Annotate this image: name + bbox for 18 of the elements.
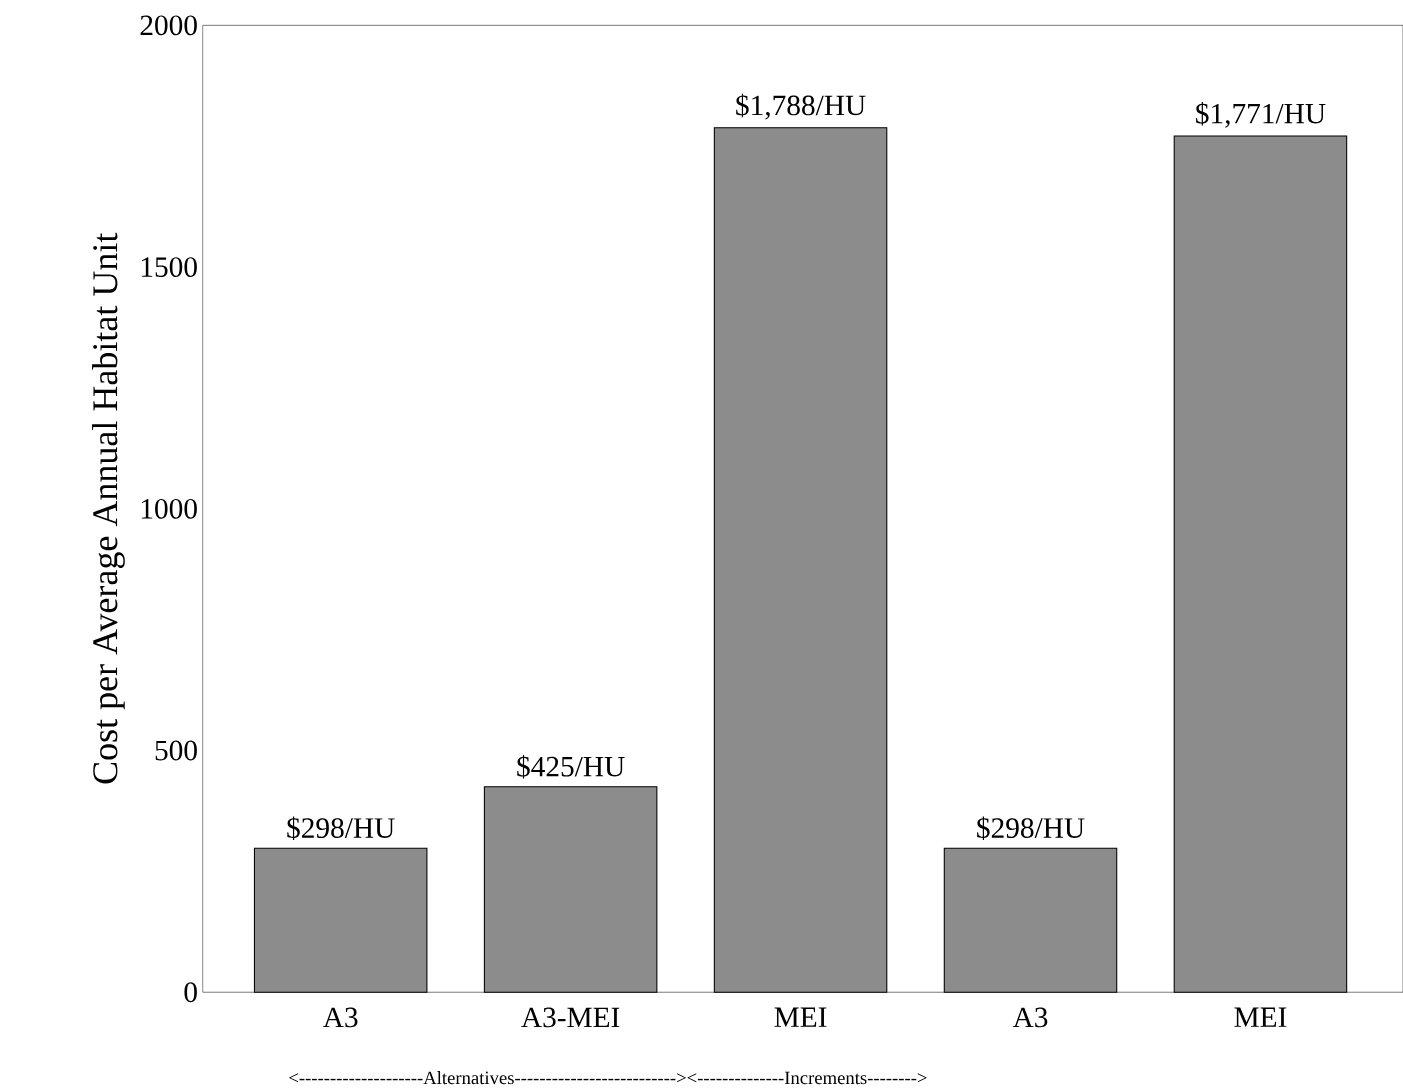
x-tick-label: A3-MEI [521, 1007, 620, 1028]
text: <--------------Increments--------> [687, 1071, 927, 1085]
data-label: $298/HU [977, 816, 1085, 840]
y-tick-label: 2000 [140, 15, 197, 36]
x-tick-label: MEI [774, 1007, 827, 1027]
y-tick-label: 500 [155, 740, 197, 761]
x-tick-label: A3 [323, 1007, 358, 1028]
y-axis-title: Cost per Average Annual Habitat Unit [92, 232, 125, 784]
x-tick-label: A3 [1012, 1007, 1048, 1028]
x-tick-label: MEI [1234, 1007, 1287, 1027]
text: <--------------------Alternatives--------------------------> [289, 1070, 686, 1085]
data-label: $1,771/HU [1196, 101, 1326, 128]
data-label: $1,788/HU [736, 93, 866, 120]
y-tick-label: 1500 [141, 257, 197, 277]
data-label: $298/HU [287, 816, 395, 840]
y-tick-label: 1000 [141, 498, 197, 519]
data-label: $425/HU [517, 754, 625, 779]
y-tick-label: 0 [184, 982, 197, 1003]
